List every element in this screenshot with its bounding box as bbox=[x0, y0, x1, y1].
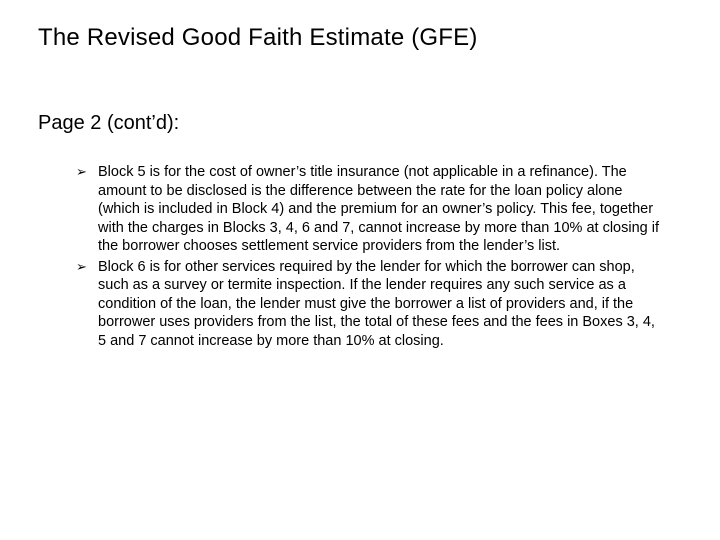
list-item: ➢ Block 6 is for other services required… bbox=[76, 258, 662, 351]
list-item: ➢ Block 5 is for the cost of owner’s tit… bbox=[76, 163, 662, 256]
list-item-text: Block 6 is for other services required b… bbox=[98, 259, 655, 349]
list-item-text: Block 5 is for the cost of owner’s title… bbox=[98, 164, 659, 254]
page-subtitle: Page 2 (cont’d): bbox=[38, 112, 682, 135]
bullet-arrow-icon: ➢ bbox=[76, 259, 87, 276]
bullet-list: ➢ Block 5 is for the cost of owner’s tit… bbox=[38, 163, 682, 350]
slide: The Revised Good Faith Estimate (GFE) Pa… bbox=[0, 0, 720, 540]
bullet-arrow-icon: ➢ bbox=[76, 164, 87, 181]
page-title: The Revised Good Faith Estimate (GFE) bbox=[38, 24, 682, 52]
